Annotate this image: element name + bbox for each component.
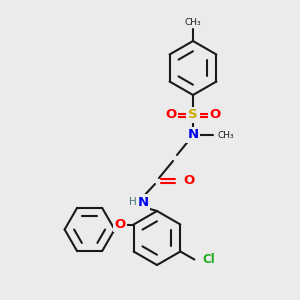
Text: H: H [129,197,137,207]
Text: CH₃: CH₃ [185,18,201,27]
Text: N: N [137,196,148,208]
Text: S: S [188,109,198,122]
Text: O: O [114,218,125,231]
Text: O: O [165,109,177,122]
Text: CH₃: CH₃ [218,130,235,140]
Text: N: N [188,128,199,142]
Text: O: O [183,175,194,188]
Text: O: O [209,109,220,122]
Text: Cl: Cl [202,253,215,266]
